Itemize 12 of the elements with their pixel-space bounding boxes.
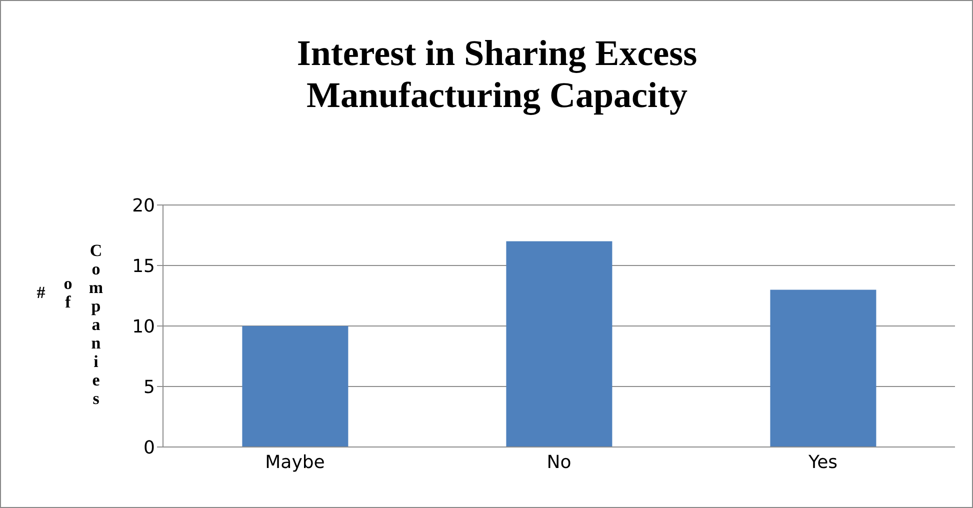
y-tick-label: 5	[144, 376, 155, 398]
bar	[770, 290, 876, 447]
bar	[506, 241, 612, 447]
chart-title: Interest in Sharing Excess Manufacturing Capacity	[296, 32, 698, 116]
x-tick-label: No	[546, 452, 572, 473]
bar	[242, 326, 348, 447]
x-tick-label: Maybe	[265, 452, 325, 473]
y-tick-label: 15	[132, 256, 155, 277]
y-tick-label: 0	[144, 437, 155, 458]
x-tick-label: Yes	[807, 452, 838, 473]
y-tick-label: 20	[132, 195, 155, 216]
y-tick-label: 10	[132, 316, 155, 338]
